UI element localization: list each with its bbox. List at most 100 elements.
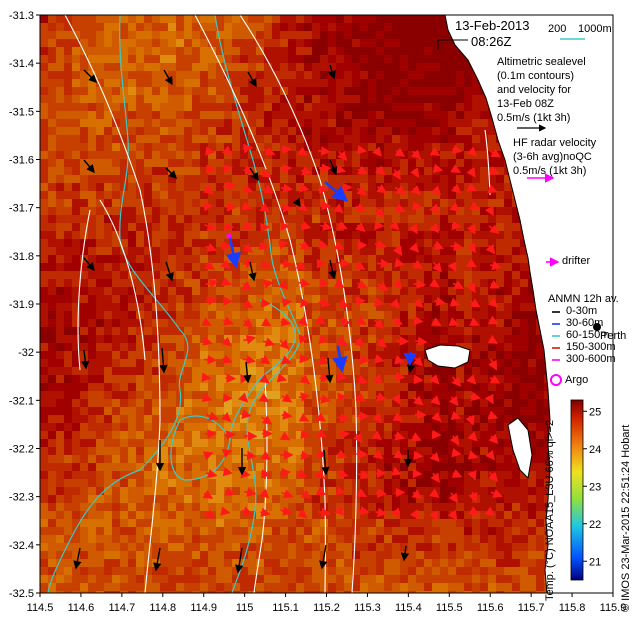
sst-cell: [384, 343, 392, 351]
sst-cell: [432, 535, 440, 543]
sst-cell: [128, 215, 136, 223]
sst-cell: [400, 191, 408, 199]
sst-cell: [312, 479, 320, 487]
sst-cell: [352, 271, 360, 279]
sst-cell: [328, 447, 336, 455]
sst-cell: [88, 375, 96, 383]
sst-cell: [208, 391, 216, 399]
sst-cell: [192, 343, 200, 351]
sst-cell: [304, 215, 312, 223]
sst-cell: [248, 543, 256, 551]
sst-cell: [352, 23, 360, 31]
sst-cell: [288, 111, 296, 119]
sst-cell: [160, 31, 168, 39]
sst-cell: [272, 479, 280, 487]
sst-cell: [320, 159, 328, 167]
sst-cell: [504, 407, 512, 415]
sst-cell: [224, 255, 232, 263]
sst-cell: [128, 535, 136, 543]
sst-cell: [536, 439, 544, 447]
sst-cell: [144, 391, 152, 399]
sst-cell: [440, 367, 448, 375]
sst-cell: [112, 375, 120, 383]
sst-cell: [528, 511, 536, 519]
sst-cell: [96, 143, 104, 151]
sst-cell: [544, 455, 552, 463]
sst-cell: [448, 39, 456, 47]
sst-cell: [456, 55, 464, 63]
sst-cell: [344, 127, 352, 135]
sst-cell: [312, 447, 320, 455]
sst-cell: [352, 303, 360, 311]
sst-cell: [440, 55, 448, 63]
sst-cell: [384, 199, 392, 207]
sst-cell: [384, 295, 392, 303]
sst-cell: [56, 495, 64, 503]
sst-cell: [128, 175, 136, 183]
sst-cell: [424, 159, 432, 167]
sst-cell: [512, 471, 520, 479]
sst-cell: [312, 375, 320, 383]
sst-cell: [440, 543, 448, 551]
sst-cell: [360, 87, 368, 95]
sst-cell: [216, 175, 224, 183]
sst-cell: [152, 143, 160, 151]
sst-cell: [176, 407, 184, 415]
sst-cell: [208, 327, 216, 335]
sst-cell: [320, 71, 328, 79]
sst-cell: [216, 351, 224, 359]
sst-cell: [96, 47, 104, 55]
sst-cell: [456, 247, 464, 255]
sst-cell: [240, 543, 248, 551]
sst-cell: [400, 319, 408, 327]
sst-cell: [208, 127, 216, 135]
sst-cell: [168, 311, 176, 319]
sst-cell: [112, 327, 120, 335]
sst-cell: [456, 311, 464, 319]
sst-cell: [72, 247, 80, 255]
sst-cell: [304, 15, 312, 23]
sst-cell: [472, 487, 480, 495]
sst-cell: [192, 391, 200, 399]
sst-cell: [224, 543, 232, 551]
sst-cell: [152, 319, 160, 327]
sst-cell: [80, 191, 88, 199]
sst-cell: [56, 295, 64, 303]
sst-cell: [192, 199, 200, 207]
sst-cell: [392, 327, 400, 335]
sst-cell: [328, 335, 336, 343]
sst-cell: [408, 535, 416, 543]
sst-cell: [416, 159, 424, 167]
sst-cell: [376, 119, 384, 127]
sst-cell: [456, 527, 464, 535]
sst-cell: [360, 527, 368, 535]
sst-cell: [496, 471, 504, 479]
sst-cell: [328, 63, 336, 71]
sst-cell: [216, 207, 224, 215]
sst-cell: [512, 375, 520, 383]
sst-cell: [440, 151, 448, 159]
sst-cell: [208, 167, 216, 175]
sst-cell: [376, 103, 384, 111]
sst-cell: [224, 527, 232, 535]
sst-cell: [280, 191, 288, 199]
sst-cell: [496, 391, 504, 399]
sst-cell: [520, 287, 528, 295]
sst-cell: [456, 479, 464, 487]
sst-cell: [480, 303, 488, 311]
sst-cell: [240, 231, 248, 239]
sst-cell: [176, 455, 184, 463]
sst-cell: [64, 495, 72, 503]
sst-cell: [152, 87, 160, 95]
sst-cell: [160, 519, 168, 527]
sst-cell: [376, 127, 384, 135]
sst-cell: [424, 263, 432, 271]
sst-cell: [208, 319, 216, 327]
sst-cell: [56, 23, 64, 31]
sst-cell: [480, 311, 488, 319]
sst-cell: [504, 375, 512, 383]
sst-cell: [328, 255, 336, 263]
sst-cell: [528, 303, 536, 311]
sst-cell: [192, 47, 200, 55]
sst-cell: [400, 239, 408, 247]
